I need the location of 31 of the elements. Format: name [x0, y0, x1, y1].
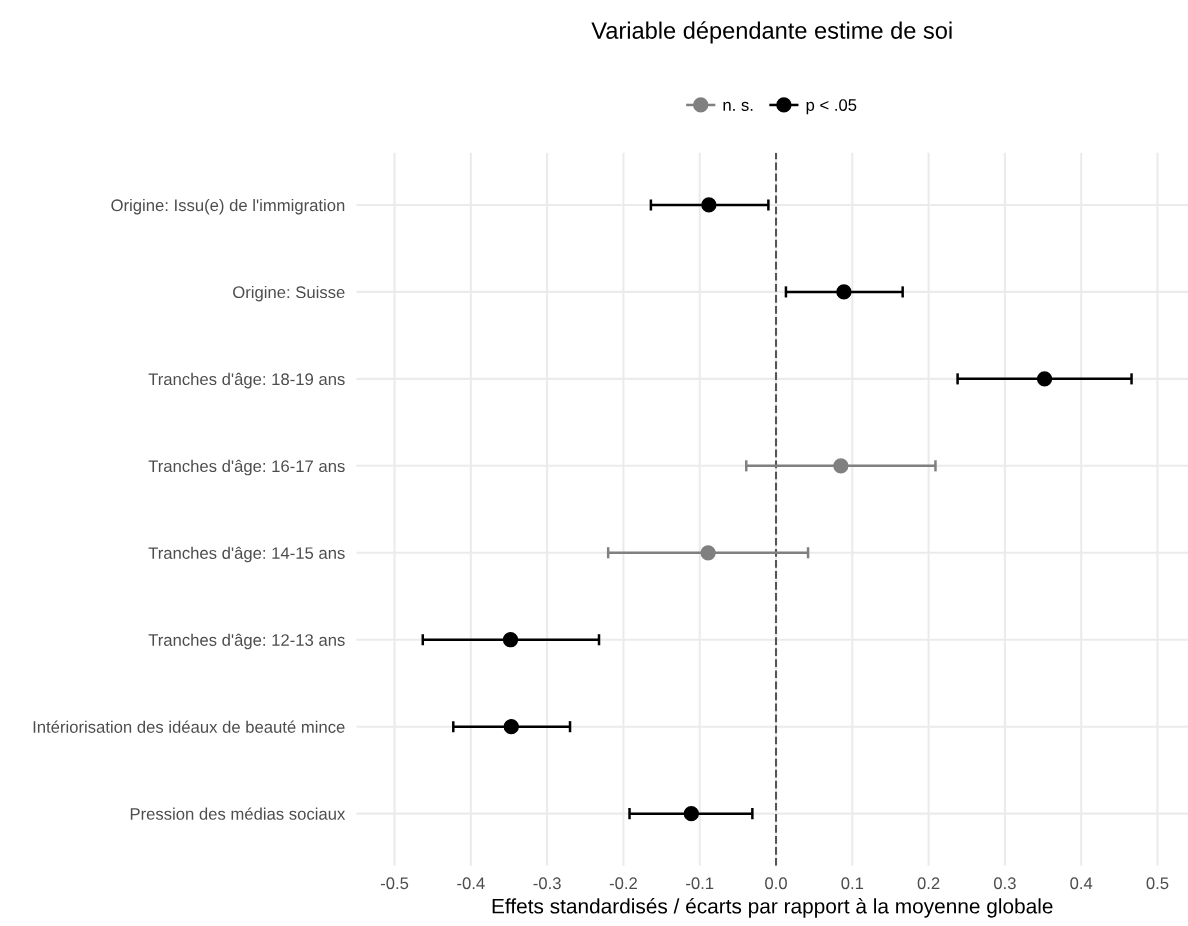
y-tick-label: Tranches d'âge: 18-19 ans: [148, 372, 345, 389]
x-tick-label: -0.3: [533, 877, 561, 890]
x-tick-label: -0.4: [457, 877, 485, 890]
point: [502, 632, 519, 648]
legend-label: n. s.: [723, 101, 753, 111]
point: [836, 284, 852, 300]
y-tick-label: Pression des médias sociaux: [130, 807, 346, 820]
y-tick-label: Tranches d'âge: 16-17 ans: [148, 459, 345, 476]
point: [1036, 371, 1053, 387]
x-tick-label: 0.3: [993, 877, 1016, 890]
x-tick-label: -0.2: [609, 877, 637, 890]
x-tick-label: -0.1: [686, 877, 714, 890]
x-tick-label: -0.5: [380, 877, 409, 890]
chart-title: Variable dépendante estime de soi: [591, 21, 952, 44]
legend-label: p < .05: [806, 99, 857, 115]
point: [701, 197, 717, 213]
x-tick-label: 0.4: [1070, 877, 1093, 890]
x-tick-label: 0.0: [765, 877, 787, 890]
point: [700, 545, 716, 561]
y-tick-label: Origine: Issu(e) de l'immigration: [111, 198, 345, 215]
x-tick-label: 0.2: [917, 877, 940, 890]
x-axis-title: Effets standardisés / écarts par rapport à la moyenne globale: [492, 898, 1053, 918]
y-tick-label: Intériorisation des idéaux de beauté mince: [33, 720, 345, 733]
y-tick-label: Tranches d'âge: 14-15 ans: [148, 546, 345, 563]
point: [683, 805, 699, 822]
x-tick-label: 0.5: [1146, 877, 1169, 890]
y-tick-label: Origine: Suisse: [233, 285, 345, 302]
y-tick-label: Tranches d'âge: 12-13 ans: [148, 633, 345, 650]
point: [503, 719, 519, 735]
x-tick-label: 0.1: [841, 877, 864, 890]
point: [833, 458, 849, 474]
